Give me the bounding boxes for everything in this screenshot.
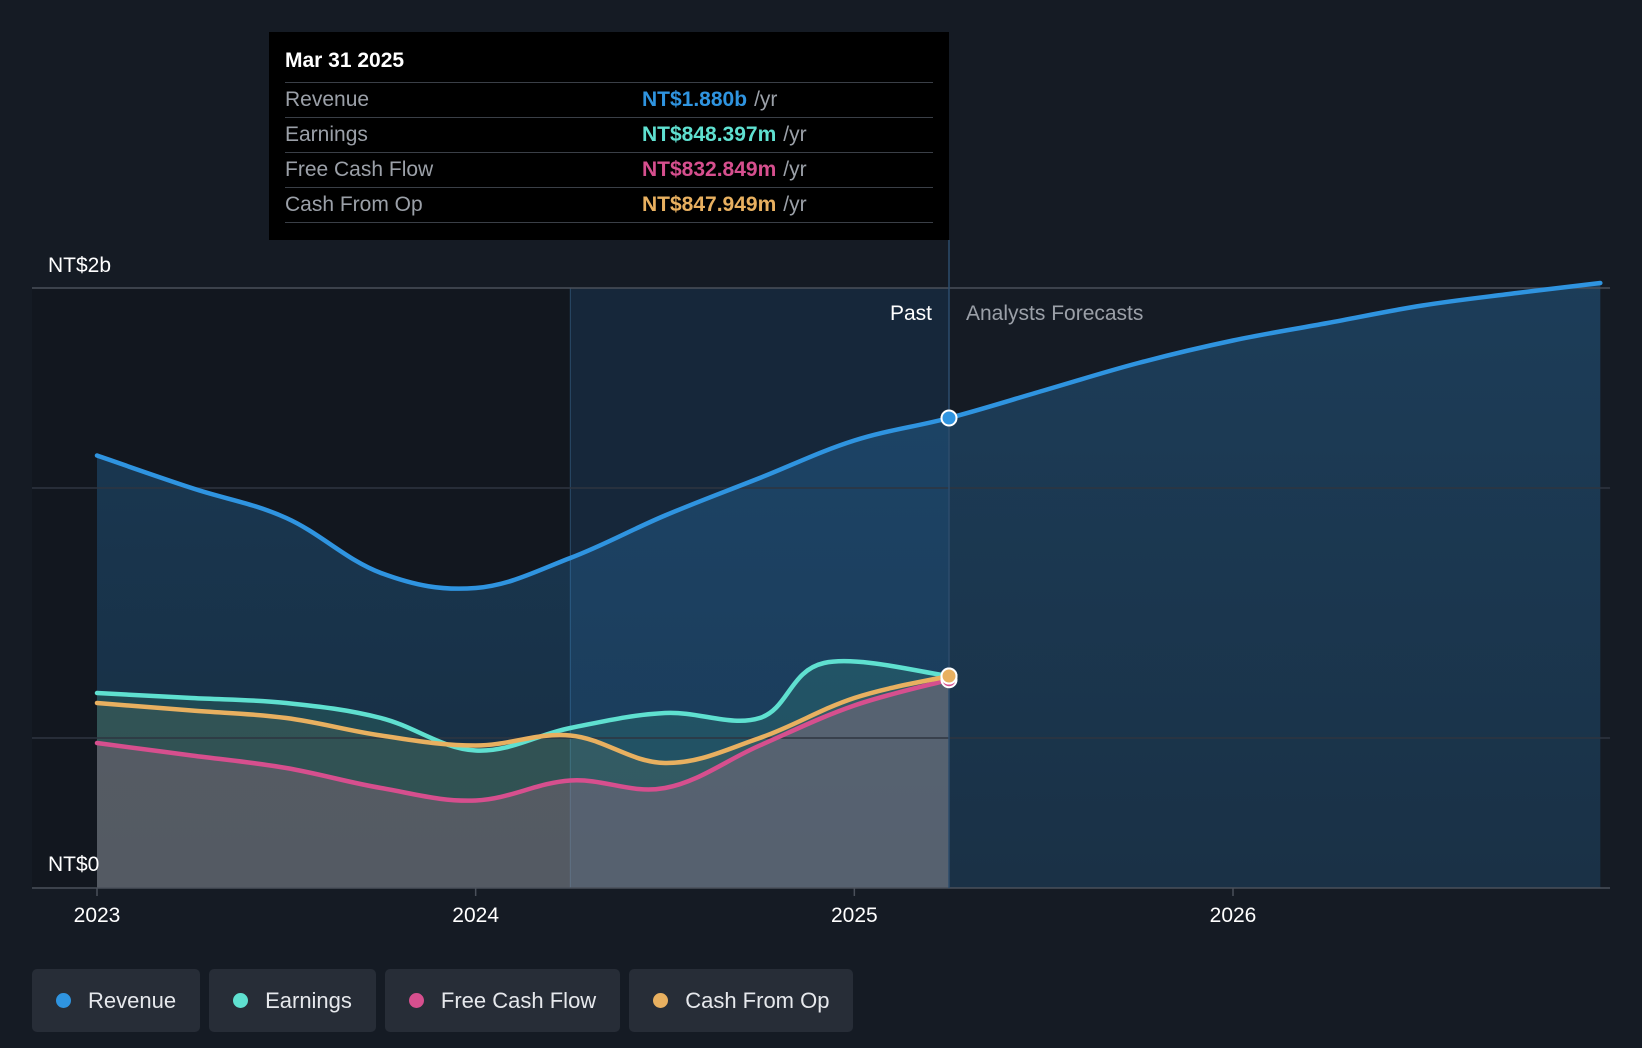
tooltip-value: NT$847.949m bbox=[642, 193, 777, 216]
tooltip-row-earnings: Earnings NT$848.397m /yr bbox=[285, 118, 933, 153]
cash-from-op-dot-icon bbox=[653, 993, 669, 1008]
tooltip-unit: /yr bbox=[783, 158, 807, 181]
tooltip-row-fcf: Free Cash Flow NT$832.849m /yr bbox=[285, 153, 933, 188]
legend: Revenue Earnings Free Cash Flow Cash Fro… bbox=[32, 969, 854, 1032]
tooltip-unit: /yr bbox=[783, 193, 807, 216]
legend-label: Cash From Op bbox=[685, 987, 830, 1013]
legend-item-earnings[interactable]: Earnings bbox=[209, 969, 376, 1032]
x-tick-label: 2025 bbox=[831, 904, 878, 927]
series-line-cfo bbox=[94, 673, 952, 766]
series-line-fcf bbox=[94, 677, 952, 803]
legend-item-revenue[interactable]: Revenue bbox=[32, 969, 201, 1032]
area-cfo bbox=[97, 676, 949, 888]
tooltip-row-revenue: Revenue NT$1.880b /yr bbox=[285, 83, 933, 118]
tooltip-label: Free Cash Flow bbox=[285, 158, 434, 181]
legend-label: Free Cash Flow bbox=[440, 987, 597, 1013]
x-tick-label: 2023 bbox=[74, 904, 121, 927]
area-earnings bbox=[97, 661, 949, 888]
revenue-dot-icon bbox=[56, 993, 71, 1008]
legend-item-cash-from-op[interactable]: Cash From Op bbox=[629, 969, 854, 1032]
tooltip-value: NT$832.849m bbox=[642, 158, 777, 181]
area-fcf bbox=[97, 679, 949, 888]
tooltip-value: NT$1.880b bbox=[642, 88, 748, 111]
marker-cfo bbox=[940, 667, 958, 685]
tooltip-unit: /yr bbox=[754, 88, 778, 111]
x-tick-label: 2026 bbox=[1210, 904, 1257, 927]
y-tick-label: NT$0 bbox=[48, 853, 99, 876]
series-line-revenue bbox=[94, 280, 1603, 591]
free-cash-flow-dot-icon bbox=[408, 993, 424, 1008]
tooltip-row-cfo: Cash From Op NT$847.949m /yr bbox=[285, 188, 933, 223]
y-tick-label: NT$2b bbox=[48, 254, 111, 277]
earnings-dot-icon bbox=[233, 993, 249, 1008]
legend-item-free-cash-flow[interactable]: Free Cash Flow bbox=[384, 969, 621, 1032]
tooltip-label: Cash From Op bbox=[285, 193, 423, 216]
x-tick-label: 2024 bbox=[452, 904, 499, 927]
past-label: Past bbox=[890, 302, 932, 325]
tooltip-value: NT$848.397m bbox=[642, 123, 777, 146]
forecast-label: Analysts Forecasts bbox=[966, 302, 1143, 325]
tooltip-date: Mar 31 2025 bbox=[285, 46, 933, 83]
legend-label: Earnings bbox=[265, 987, 352, 1013]
area-revenue bbox=[97, 283, 1601, 888]
tooltip-label: Earnings bbox=[285, 123, 368, 146]
tooltip: Mar 31 2025 Revenue NT$1.880b /yr Earnin… bbox=[269, 32, 949, 240]
tooltip-label: Revenue bbox=[285, 88, 370, 111]
marker-revenue bbox=[940, 409, 958, 427]
tooltip-unit: /yr bbox=[783, 123, 807, 146]
legend-label: Revenue bbox=[88, 987, 177, 1013]
